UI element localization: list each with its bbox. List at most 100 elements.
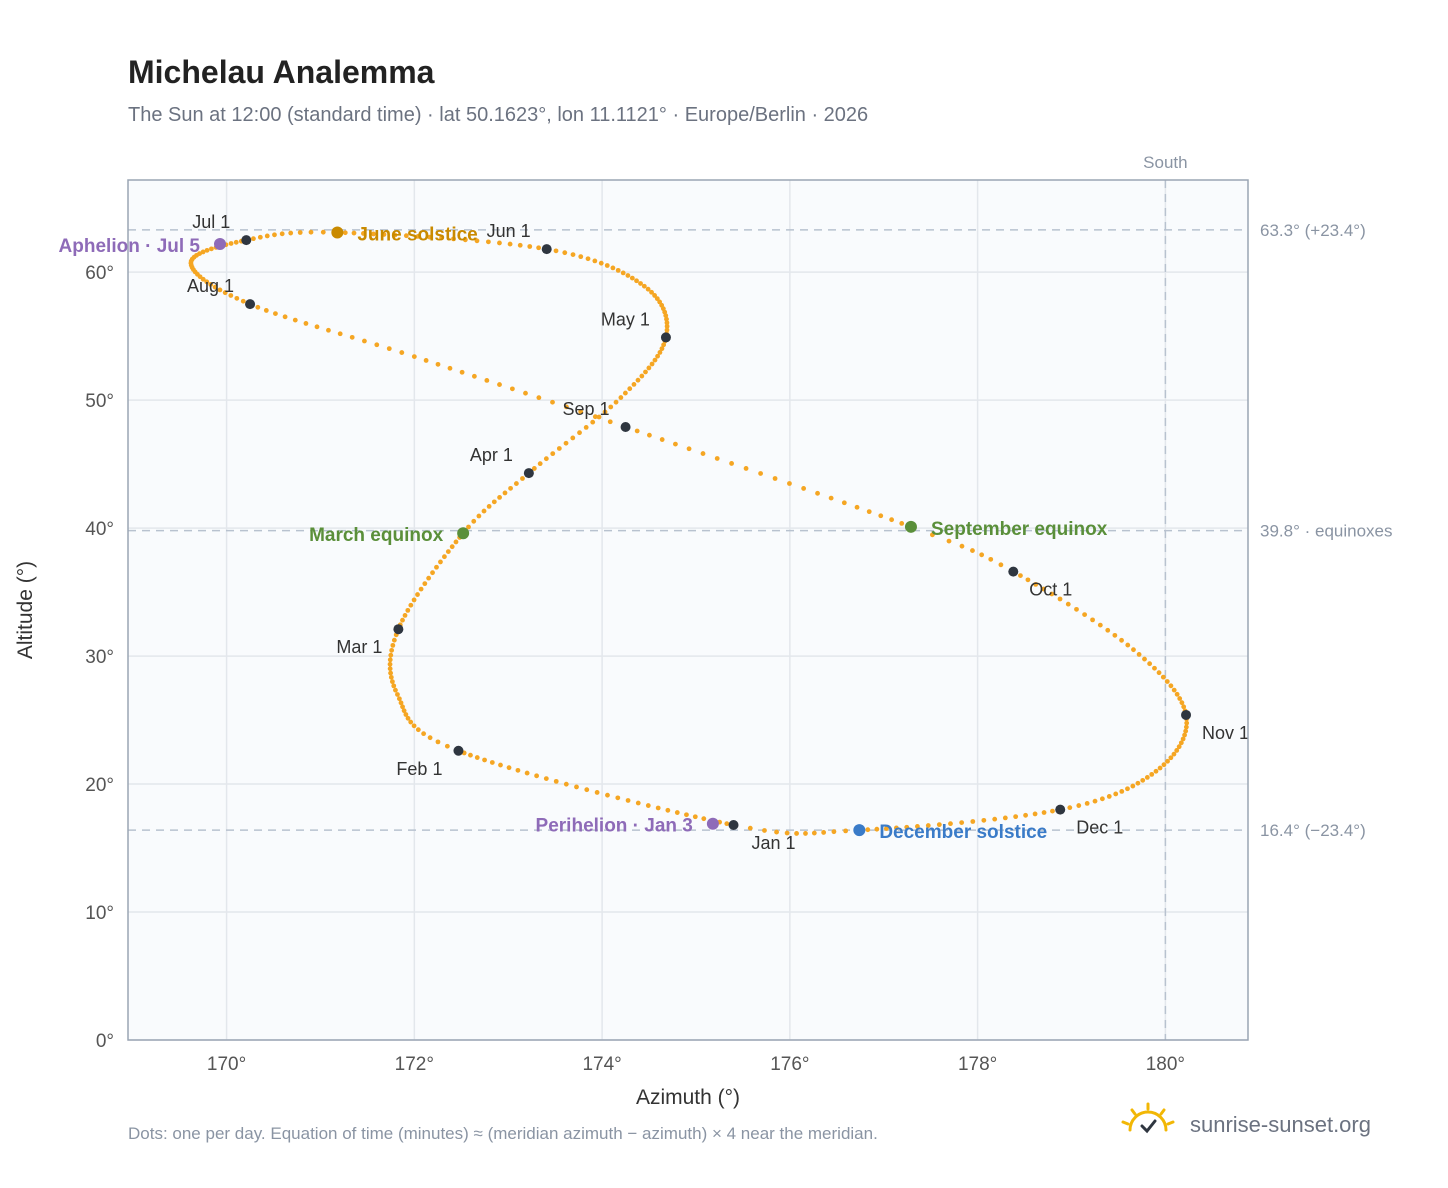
reference-label: 63.3° (+23.4°) bbox=[1260, 221, 1366, 240]
daily-dot bbox=[550, 399, 555, 405]
daily-dot bbox=[507, 241, 513, 247]
daily-dot bbox=[1168, 683, 1174, 689]
daily-dot bbox=[391, 637, 397, 643]
daily-dot bbox=[627, 386, 633, 392]
daily-dot bbox=[536, 395, 542, 401]
daily-dot bbox=[655, 805, 661, 811]
daily-dot bbox=[803, 831, 808, 836]
event-label: Perihelion · Jan 3 bbox=[536, 816, 693, 837]
daily-dot bbox=[645, 286, 651, 292]
month-label: Apr 1 bbox=[470, 445, 513, 465]
reference-label: 16.4° (−23.4°) bbox=[1260, 821, 1366, 840]
daily-dot bbox=[438, 559, 443, 565]
south-label: South bbox=[1143, 153, 1187, 172]
month-label: Feb 1 bbox=[396, 759, 442, 779]
month-label: Mar 1 bbox=[336, 637, 382, 657]
daily-dot bbox=[1168, 755, 1174, 761]
daily-dot bbox=[563, 781, 569, 787]
daily-dot bbox=[674, 810, 680, 815]
x-tick-label: 176° bbox=[770, 1054, 809, 1075]
daily-dot bbox=[596, 414, 602, 420]
month-label: Aug 1 bbox=[187, 276, 234, 296]
daily-dot bbox=[564, 404, 569, 410]
month-label: Sep 1 bbox=[563, 399, 610, 419]
plot-area bbox=[128, 180, 1248, 1040]
y-tick-label: 20° bbox=[85, 775, 114, 796]
daily-dot bbox=[349, 334, 355, 340]
daily-dot bbox=[430, 570, 435, 576]
event-label: December solstice bbox=[879, 822, 1047, 843]
y-tick-label: 60° bbox=[85, 263, 114, 284]
daily-dot bbox=[543, 776, 549, 781]
daily-dot bbox=[308, 229, 314, 235]
daily-dot bbox=[390, 642, 396, 648]
daily-dot bbox=[629, 275, 635, 281]
daily-dot bbox=[517, 242, 523, 248]
daily-dot bbox=[659, 346, 665, 352]
daily-dot bbox=[209, 246, 214, 252]
daily-dot bbox=[233, 239, 239, 245]
daily-dot bbox=[391, 683, 397, 689]
daily-dot bbox=[794, 831, 799, 836]
daily-dot bbox=[758, 471, 763, 476]
y-axis-label: Altitude (°) bbox=[14, 561, 37, 659]
daily-dot bbox=[643, 369, 648, 375]
daily-dot bbox=[1183, 724, 1189, 730]
daily-dot bbox=[747, 825, 753, 831]
daily-dot bbox=[415, 727, 421, 733]
daily-dot bbox=[508, 485, 513, 491]
daily-dot bbox=[204, 279, 210, 285]
daily-dot bbox=[401, 708, 407, 714]
daily-dot bbox=[801, 486, 807, 491]
event-label: September equinox bbox=[931, 519, 1108, 540]
y-tick-label: 40° bbox=[85, 519, 114, 540]
daily-dot bbox=[556, 446, 562, 451]
daily-dot bbox=[811, 830, 817, 836]
daily-dot bbox=[388, 670, 393, 676]
daily-dot bbox=[1050, 808, 1055, 814]
daily-dot bbox=[1002, 815, 1008, 821]
daily-dot bbox=[605, 792, 610, 798]
daily-dot bbox=[841, 500, 847, 506]
daily-dot bbox=[828, 495, 834, 501]
daily-dot bbox=[562, 250, 568, 256]
daily-dot bbox=[959, 543, 965, 549]
brand[interactable]: sunrise-sunset.org bbox=[1120, 1100, 1390, 1150]
daily-dot bbox=[1049, 591, 1055, 597]
daily-dot bbox=[389, 647, 395, 653]
daily-dot bbox=[878, 513, 884, 519]
daily-dot bbox=[387, 657, 393, 663]
daily-dot bbox=[592, 414, 598, 420]
daily-dot bbox=[831, 829, 837, 835]
daily-dot bbox=[929, 532, 935, 538]
daily-dot bbox=[784, 830, 790, 836]
y-tick-label: 0° bbox=[96, 1031, 114, 1052]
daily-dot bbox=[408, 719, 414, 725]
daily-dot bbox=[474, 238, 480, 244]
daily-dot bbox=[625, 273, 631, 278]
daily-dot bbox=[570, 252, 576, 257]
daily-dot bbox=[212, 284, 218, 290]
daily-dot bbox=[936, 822, 942, 828]
chart-subtitle: The Sun at 12:00 (standard time) · lat 5… bbox=[128, 104, 869, 126]
markers: Jan 1 Feb 1 Mar 1 Apr 1 May 1 Jun 1 Jul 1 Aug 1… bbox=[59, 212, 1250, 853]
y-tick-label: 30° bbox=[85, 647, 114, 668]
month-marker bbox=[393, 624, 404, 635]
daily-dot bbox=[1119, 637, 1124, 643]
x-tick-label: 178° bbox=[958, 1054, 997, 1075]
daily-dot bbox=[474, 755, 480, 760]
daily-dot bbox=[489, 760, 495, 765]
daily-dot bbox=[661, 342, 667, 348]
daily-dot bbox=[423, 358, 429, 363]
daily-dot bbox=[288, 230, 294, 236]
daily-dot bbox=[485, 239, 491, 245]
x-tick-label: 172° bbox=[395, 1054, 434, 1075]
daily-dot bbox=[1125, 642, 1131, 648]
daily-dot bbox=[594, 790, 600, 795]
daily-dot bbox=[970, 819, 976, 824]
daily-dot bbox=[649, 289, 654, 295]
daily-dot bbox=[1160, 674, 1166, 680]
daily-dot bbox=[604, 263, 610, 268]
daily-dot bbox=[1164, 679, 1170, 684]
daily-dot bbox=[854, 504, 860, 510]
